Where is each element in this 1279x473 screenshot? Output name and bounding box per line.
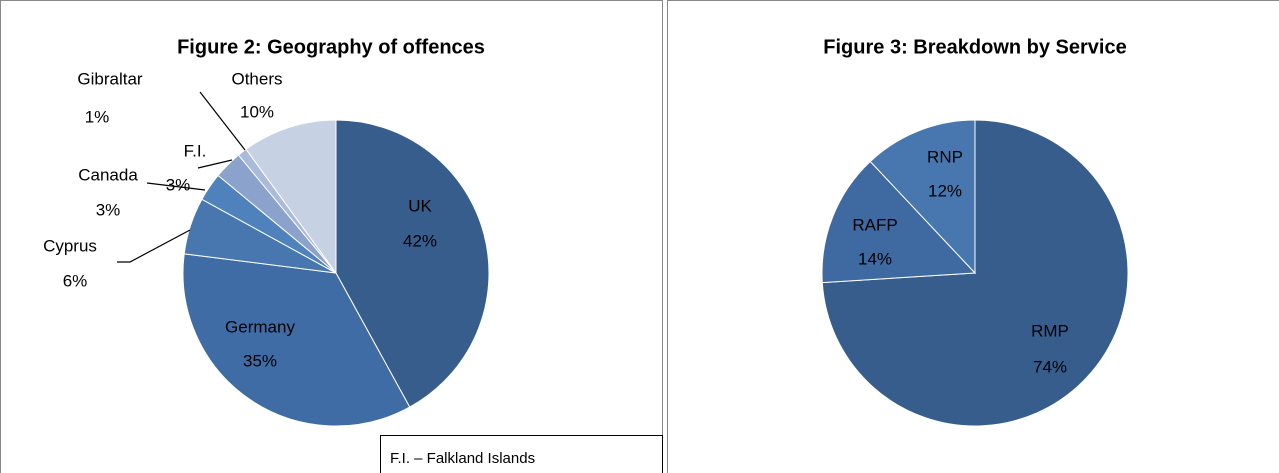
- slice-value: 10%: [240, 102, 274, 121]
- slice-label: F.I.: [184, 141, 207, 160]
- pie-slice: [821, 160, 977, 284]
- slice-value: 42%: [403, 231, 437, 250]
- leader-line: [199, 91, 246, 151]
- note-box: [380, 435, 663, 473]
- pie-slice: [182, 253, 411, 427]
- slice-label: Cyprus: [43, 236, 97, 255]
- slice-label: RMP: [1031, 321, 1069, 340]
- slice-label: RAFP: [852, 215, 897, 234]
- slice-value: 74%: [1033, 357, 1067, 376]
- slice-value: 6%: [63, 271, 88, 290]
- slice-label: RNP: [927, 147, 963, 166]
- right-panel: [667, 0, 1279, 473]
- slice-value: 3%: [166, 175, 191, 194]
- annotation: F.I. – Falkland Islands: [390, 450, 535, 467]
- pie-slice: [245, 119, 337, 275]
- left-panel: [0, 0, 663, 473]
- chart-title: Figure 3: Breakdown by Service: [823, 36, 1126, 58]
- slice-label: Gibraltar: [77, 69, 143, 88]
- leader-line: [146, 182, 206, 191]
- slice-value: 14%: [858, 249, 892, 268]
- leader-line: [197, 159, 233, 169]
- slice-label: Germany: [225, 317, 295, 336]
- slice-label: Others: [231, 69, 282, 88]
- chart-title: Figure 2: Geography of offences: [177, 36, 485, 58]
- slice-label: UK: [408, 196, 432, 215]
- slice-value: 3%: [96, 200, 121, 219]
- slice-value: 12%: [928, 181, 962, 200]
- slice-label: Canada: [78, 165, 138, 184]
- pie-slice: [335, 119, 490, 408]
- slice-value: 1%: [85, 107, 110, 126]
- pie-slice: [869, 119, 976, 275]
- leader-line: [117, 229, 191, 263]
- slice-value: 35%: [243, 351, 277, 370]
